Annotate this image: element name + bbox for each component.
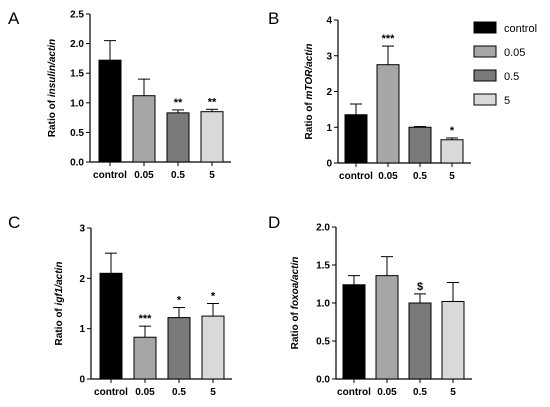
panel-c: C 0 1 2 3 Ratio of igf1/actin control *** 0.05 * 0… [8,213,232,398]
category-label: 5 [210,387,216,398]
y-tick-label: 1 [79,324,85,335]
legend: control 0.05 0.5 5 [473,21,537,107]
bar-b-0p05 [376,64,400,164]
category-label: 0.5 [171,170,185,181]
significance-mark: *** [382,33,396,45]
category-label: 0.05 [134,170,154,181]
significance-mark: ** [174,97,183,109]
bar-d-control [342,284,366,380]
legend-swatch-5 [473,93,497,106]
significance-mark: * [211,291,216,303]
bar-d-0p5 [408,302,432,380]
panel-d: D 0.0 0.5 1.0 1.5 2.0 Ratio of foxoa/actin cont… [268,213,472,398]
legend-label: control [504,23,537,35]
significance-mark: ** [208,96,217,108]
category-label: control [339,171,373,182]
significance-mark: * [177,295,182,307]
category-label: control [94,387,128,398]
y-tick-label: 2 [326,87,332,98]
bar-c-0p5 [167,317,191,380]
panels-group: A 0.0 0.5 1.0 1.5 2.0 2.5 Ratio of insulin/acti… [8,9,472,398]
category-label: 0.5 [413,387,427,398]
panel-letter-b: B [268,9,279,28]
bar-d-0p05 [375,275,399,380]
y-tick-label: 1.5 [70,69,84,80]
y-tick-label: 2.0 [70,39,84,50]
category-label: control [93,170,127,181]
y-tick-label: 2 [79,274,85,285]
y-axis-label: Ratio of foxoa/actin [290,257,301,350]
panel-letter-d: D [268,213,280,232]
category-label: 5 [209,170,215,181]
bar-a-0p5 [166,112,190,163]
y-axis-label: Ratio of mTOR/actin [304,44,315,140]
bar-c-0p05 [133,336,157,380]
category-label: 0.05 [377,387,397,398]
y-tick-label: 3 [326,51,332,62]
category-label: control [337,387,371,398]
y-axis-label: Ratio of insulin/actin [47,39,58,137]
panel-letter-a: A [8,9,20,28]
y-tick-label: 1.0 [316,299,330,310]
legend-swatch-0p05 [473,45,497,58]
y-axis-label: Ratio of igf1/actin [54,262,65,346]
bar-a-control [98,59,122,163]
y-tick-label: 0.0 [316,375,330,386]
bar-a-5 [200,111,224,163]
panel-letter-c: C [8,213,20,232]
category-label: 0.05 [135,387,155,398]
y-tick-label: 0.0 [70,158,84,169]
bar-a-0p05 [132,95,156,163]
y-tick-label: 4 [326,16,332,27]
y-tick-label: 0 [326,159,332,170]
category-label: 0.5 [413,171,427,182]
significance-mark: *** [139,313,153,325]
legend-label: 5 [504,95,510,107]
y-tick-label: 0 [79,375,85,386]
bar-b-5 [440,139,464,164]
y-tick-label: 1 [326,123,332,134]
y-tick-label: 2.0 [316,223,330,234]
legend-swatch-0p5 [473,69,497,82]
legend-label: 0.5 [504,71,519,83]
category-label: 0.5 [172,387,186,398]
panel-a: A 0.0 0.5 1.0 1.5 2.0 2.5 Ratio of insulin/acti… [8,9,231,181]
legend-swatch-control [473,21,497,34]
y-tick-label: 1.5 [316,261,330,272]
bar-c-5 [201,315,225,380]
y-tick-label: 2.5 [70,10,84,21]
y-tick-label: 1.0 [70,98,84,109]
category-label: 5 [450,387,456,398]
bar-c-control [99,272,123,380]
y-tick-label: 3 [79,224,85,235]
category-label: 0.05 [378,171,398,182]
panel-b: B 0 1 2 3 4 Ratio of mTOR/actin control *** 0.05 0… [268,9,471,182]
legend-label: 0.05 [504,47,525,59]
bar-b-control [344,114,368,164]
bar-b-0p5 [408,126,432,164]
bar-d-5 [441,300,465,380]
category-label: 5 [449,171,455,182]
significance-mark: $ [417,281,423,293]
y-tick-label: 0.5 [316,337,330,348]
significance-mark: * [450,125,455,137]
y-tick-label: 0.5 [70,128,84,139]
